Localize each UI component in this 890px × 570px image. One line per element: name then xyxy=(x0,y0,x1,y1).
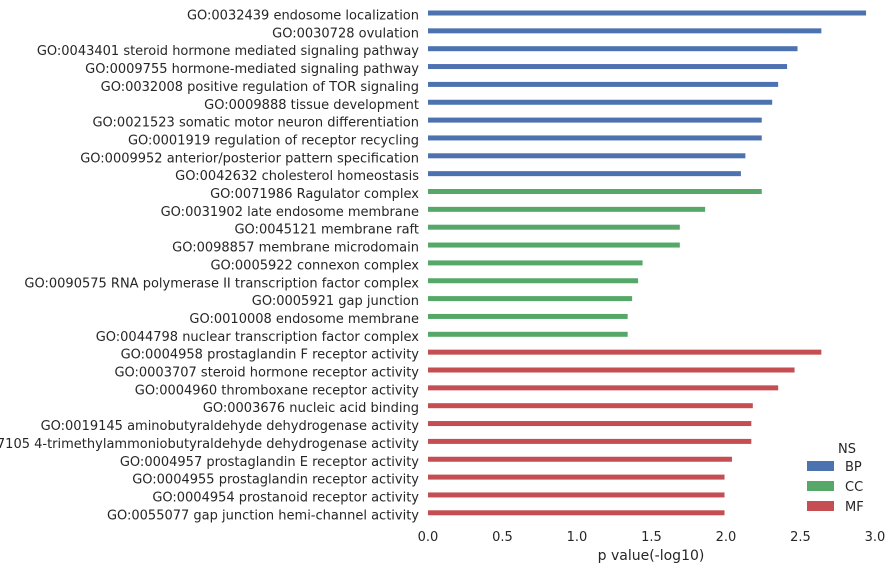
category-label: GO:0001919 regulation of receptor recycl… xyxy=(128,133,419,148)
category-label: GO:0010008 endosome membrane xyxy=(189,312,419,327)
bar-bp xyxy=(428,81,779,87)
legend-label-bp: BP xyxy=(845,460,862,475)
x-axis-title: p value(-log10) xyxy=(598,548,705,564)
category-label: GO:0045121 membrane raft xyxy=(234,223,419,238)
x-axis: 0.0 0.5 1.0 1.5 2.0 2.5 3.0 xyxy=(418,530,886,545)
bar-mf xyxy=(428,474,725,480)
bar-cc xyxy=(428,296,633,302)
category-label: GO:0032439 endosome localization xyxy=(187,9,419,24)
bar-bp xyxy=(428,135,762,141)
category-label: GO:0098857 membrane microdomain xyxy=(172,241,419,256)
bar-cc xyxy=(428,313,628,319)
legend-swatch-mf xyxy=(807,501,834,511)
category-label: GO:0003676 nucleic acid binding xyxy=(203,401,419,416)
category-label: GO:0003707 steroid hormone receptor acti… xyxy=(114,366,419,381)
category-label: GO:0055077 gap junction hemi-channel act… xyxy=(107,508,419,523)
category-label: GO:0019145 aminobutyraldehyde dehydrogen… xyxy=(41,419,420,434)
category-label: GO:0044798 nuclear transcription factor … xyxy=(96,330,420,345)
bar-mf xyxy=(428,492,725,498)
category-label: GO:0071986 Ragulator complex xyxy=(210,187,419,202)
category-label: GO:0032008 positive regulation of TOR si… xyxy=(101,80,419,95)
bar-cc xyxy=(428,260,643,266)
bar-cc xyxy=(428,206,706,212)
category-label: GO:0047105 4-trimethylammoniobutyraldehy… xyxy=(0,437,419,452)
category-label: GO:0009888 tissue development xyxy=(204,98,419,113)
bar-mf xyxy=(428,403,753,409)
bar-bp xyxy=(428,46,798,52)
bars-layer xyxy=(428,10,867,516)
bar-cc xyxy=(428,331,628,337)
bar-mf xyxy=(428,385,779,391)
category-label: GO:0042632 cholesterol homeostasis xyxy=(175,169,419,184)
category-label: GO:0009952 anterior/posterior pattern sp… xyxy=(80,151,419,166)
bar-cc xyxy=(428,189,762,194)
category-label: GO:0031902 late endosome membrane xyxy=(161,205,419,220)
bar-cc xyxy=(428,242,680,248)
category-label: GO:0090575 RNA polymerase II transcripti… xyxy=(24,276,419,291)
x-tick-label: 3.0 xyxy=(865,530,886,545)
legend-label-mf: MF xyxy=(845,500,864,515)
category-label: GO:0004954 prostanoid receptor activity xyxy=(152,490,419,505)
category-label: GO:0043401 steroid hormone mediated sign… xyxy=(37,44,419,59)
category-label: GO:0005922 connexon complex xyxy=(210,258,419,273)
x-tick-label: 2.0 xyxy=(716,530,737,545)
category-labels-layer: GO:0032439 endosome localization GO:00307… xyxy=(0,9,419,524)
category-label: GO:0004958 prostaglandin F receptor acti… xyxy=(121,348,420,363)
legend-label-cc: CC xyxy=(845,480,863,495)
legend: NS BP CC MF xyxy=(807,442,864,515)
bar-mf xyxy=(428,349,822,355)
category-label: GO:0004955 prostaglandin receptor activi… xyxy=(132,473,419,488)
bar-cc xyxy=(428,224,680,230)
x-tick-label: 2.5 xyxy=(790,530,811,545)
bar-bp xyxy=(428,28,822,34)
bar-mf xyxy=(428,421,752,427)
category-label: GO:0021523 somatic motor neuron differen… xyxy=(92,116,419,131)
bar-bp xyxy=(428,117,762,123)
legend-title: NS xyxy=(838,442,856,457)
bar-mf xyxy=(428,510,725,516)
bar-bp xyxy=(428,171,741,177)
bar-mf xyxy=(428,438,752,444)
category-label: GO:0004960 thromboxane receptor activity xyxy=(135,383,420,398)
bar-bp xyxy=(428,153,746,159)
legend-swatch-cc xyxy=(807,481,834,491)
x-tick-label: 0.5 xyxy=(492,530,513,545)
legend-swatch-bp xyxy=(807,461,834,471)
bar-mf xyxy=(428,367,795,373)
bar-bp xyxy=(428,10,867,16)
bar-bp xyxy=(428,99,773,105)
category-label: GO:0004957 prostaglandin E receptor acti… xyxy=(120,455,419,470)
category-label: GO:0005921 gap junction xyxy=(252,294,419,309)
category-label: GO:0030728 ovulation xyxy=(272,26,419,41)
bar-bp xyxy=(428,64,788,70)
bar-mf xyxy=(428,456,732,462)
category-label: GO:0009755 hormone-mediated signaling pa… xyxy=(85,62,419,77)
x-tick-label: 1.0 xyxy=(567,530,588,545)
x-tick-label: 0.0 xyxy=(418,530,439,545)
x-tick-label: 1.5 xyxy=(641,530,662,545)
bar-cc xyxy=(428,278,639,284)
